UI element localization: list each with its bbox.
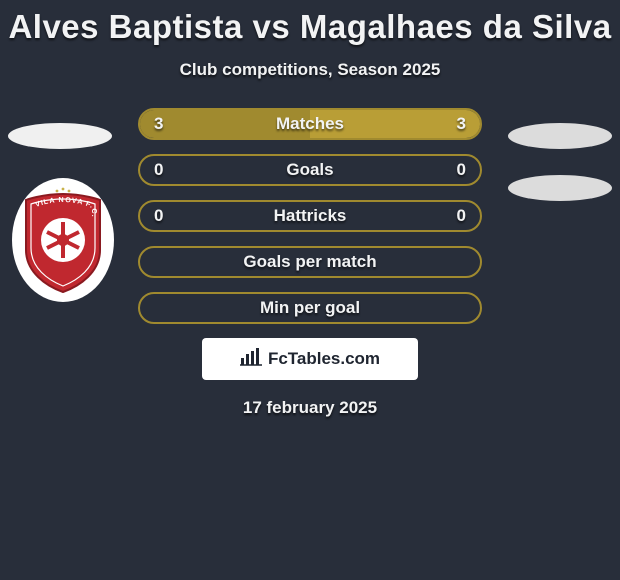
stat-label: Goals per match [140,252,480,272]
stat-value-right: 3 [457,114,466,134]
branding-box: FcTables.com [202,338,418,380]
stat-row-hattricks: 0 Hattricks 0 [138,200,482,232]
stat-label: Min per goal [140,298,480,318]
stat-value-right: 0 [457,160,466,180]
stat-value-right: 0 [457,206,466,226]
stat-row-mpg: Min per goal [138,292,482,324]
stat-label: Matches [140,114,480,134]
page-title: Alves Baptista vs Magalhaes da Silva [0,0,620,46]
subtitle: Club competitions, Season 2025 [0,60,620,80]
date-text: 17 february 2025 [0,398,620,418]
stat-label: Hattricks [140,206,480,226]
shield-icon: VILA NOVA F.C. [20,186,106,294]
bar-chart-icon [240,348,262,371]
team-indicator-left [8,123,112,149]
stat-label: Goals [140,160,480,180]
team-indicator-right-2 [508,175,612,201]
stat-row-goals: 0 Goals 0 [138,154,482,186]
branding-text: FcTables.com [268,349,380,369]
stat-row-gpm: Goals per match [138,246,482,278]
stat-row-matches: 3 Matches 3 [138,108,482,140]
team-indicator-right [508,123,612,149]
club-badge-left: VILA NOVA F.C. [12,178,114,302]
